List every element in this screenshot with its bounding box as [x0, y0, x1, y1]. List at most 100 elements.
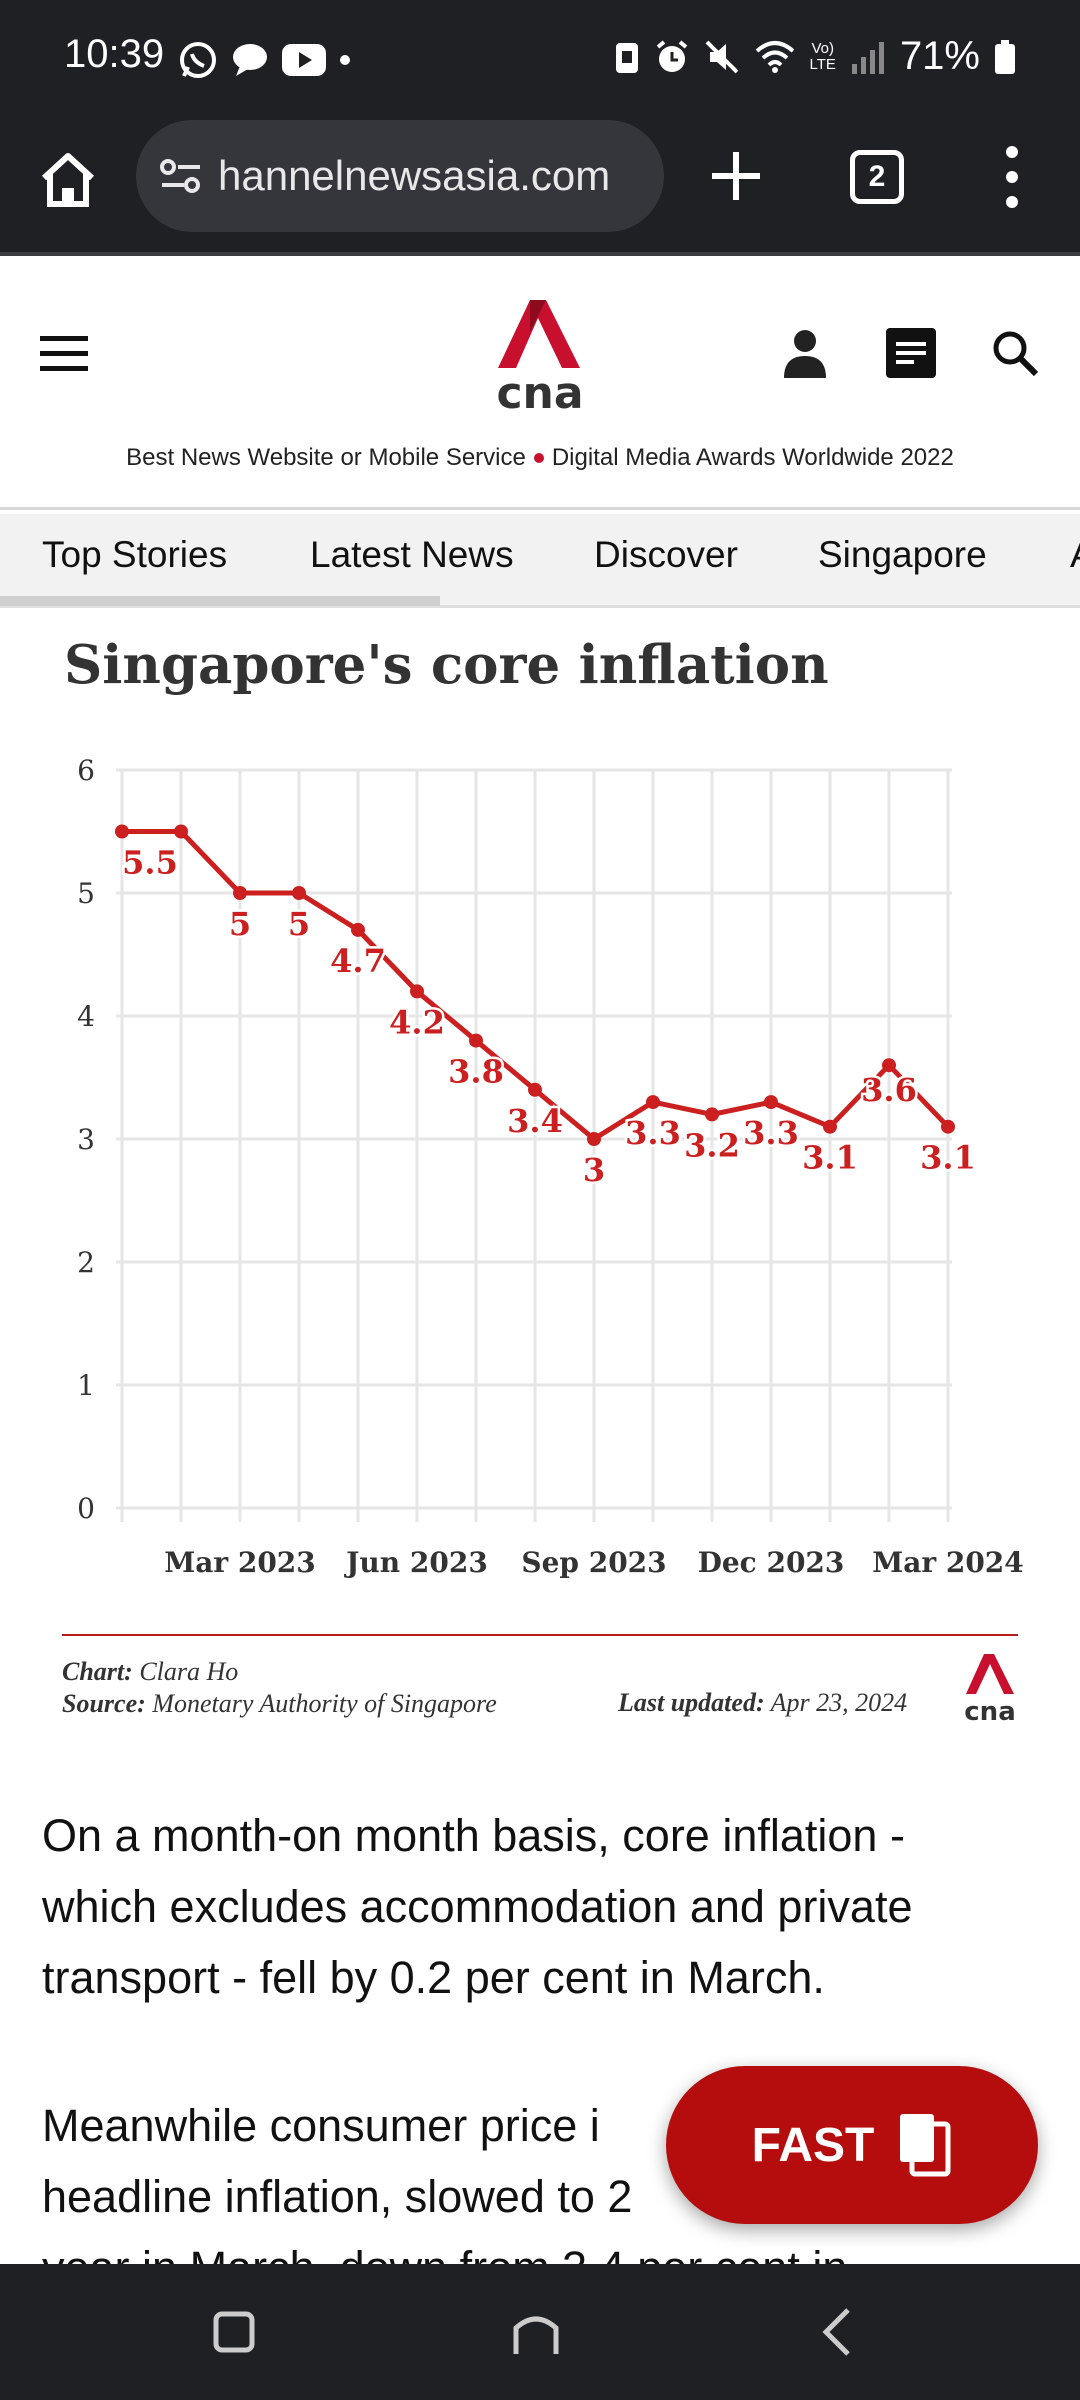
back-icon[interactable] [812, 2304, 868, 2360]
data-point [115, 824, 129, 839]
award-banner: Best News Website or Mobile Service Digit… [0, 444, 1080, 472]
data-point [174, 824, 188, 839]
source-label: Source: [62, 1689, 146, 1718]
y-tick-label: 4 [77, 1000, 95, 1033]
mute-icon [705, 40, 738, 73]
chat-bubble-icon [233, 44, 267, 76]
system-nav-bar [0, 2264, 1080, 2400]
data-point [410, 984, 424, 999]
award-right: Digital Media Awards Worldwide 2022 [551, 444, 954, 471]
signal-icon [851, 41, 884, 74]
cna-logo-mark: cna [496, 300, 584, 419]
tab-singapore[interactable]: Singapore [818, 534, 987, 575]
chart-author: Clara Ho [139, 1657, 239, 1686]
nav-scroll-indicator [0, 596, 440, 606]
status-time: 10:39 [64, 32, 165, 76]
article-paragraph-1: On a month-on month basis, core inflatio… [42, 1800, 1042, 2013]
notification-icons [178, 40, 352, 80]
data-label: 3 [583, 1151, 605, 1189]
cna-small-logo-text: cna [964, 1697, 1015, 1724]
tab-latest-news[interactable]: Latest News [310, 534, 514, 575]
data-label: 3.4 [507, 1102, 563, 1140]
home-button[interactable] [36, 148, 100, 212]
user-account-icon[interactable] [782, 328, 828, 378]
battery-icon [995, 39, 1015, 74]
data-label: 3.3 [625, 1114, 681, 1152]
chart-source: Monetary Authority of Singapore [152, 1689, 497, 1718]
data-label: 3.1 [802, 1139, 858, 1177]
more-menu-icon[interactable] [994, 142, 1030, 212]
data-point [764, 1095, 778, 1110]
youtube-icon [282, 44, 326, 76]
data-point [528, 1082, 542, 1097]
new-tab-button[interactable] [706, 146, 766, 206]
tab-discover[interactable]: Discover [594, 534, 738, 575]
site-header: cna Best News Website or Mobile Service D… [0, 260, 1080, 510]
tab-switcher-button[interactable]: 2 [850, 150, 904, 204]
x-tick-label: Dec 2023 [698, 1546, 845, 1579]
home-nav-icon[interactable] [508, 2304, 564, 2360]
recent-apps-icon[interactable] [206, 2304, 262, 2360]
battery-percent: 71% [899, 34, 980, 78]
data-label: 5 [288, 905, 310, 943]
data-point [882, 1058, 896, 1073]
x-tick-label: Jun 2023 [343, 1546, 488, 1579]
updated-date: Apr 23, 2024 [770, 1688, 908, 1717]
x-tick-label: Mar 2024 [872, 1546, 1024, 1579]
data-point [233, 886, 247, 900]
tab-top-stories[interactable]: Top Stories [42, 534, 228, 575]
y-tick-label: 3 [77, 1123, 95, 1156]
status-bar: 10:39 Vo) LTE 71% [0, 0, 1080, 120]
data-label: 4.2 [389, 1003, 445, 1041]
data-point [292, 886, 306, 900]
data-point [823, 1119, 837, 1134]
data-label: 3.8 [448, 1053, 504, 1091]
volte-label: Vo) LTE [809, 40, 836, 73]
chart-title: Singapore's core inflation [64, 634, 829, 696]
site-settings-icon[interactable] [158, 153, 204, 199]
data-label: 5.5 [122, 844, 178, 882]
p1-line: On a month-on month basis, core inflatio… [42, 1810, 905, 1861]
data-point [705, 1107, 719, 1122]
p2-line: Meanwhile consumer price i [42, 2100, 600, 2151]
p2-line: headline inflation, slowed to 2 [42, 2171, 633, 2222]
data-point [587, 1132, 601, 1146]
chart-divider [62, 1634, 1018, 1636]
p1-line: which excludes accommodation and private [42, 1881, 913, 1932]
chart-credits: Chart: Clara Ho Source: Monetary Authori… [62, 1656, 497, 1720]
more-notifications-dot-icon [340, 55, 350, 65]
browser-toolbar: hannelnewsasia.com 2 [0, 120, 1080, 256]
whatsapp-icon [180, 42, 216, 78]
data-label: 3.6 [861, 1071, 917, 1109]
core-inflation-chart: 0 1 2 3 4 5 6 Mar 2023 Jun 2023 Sep 2023 Dec 2023 M… [77, 754, 1024, 1579]
y-tick-label: 6 [77, 754, 95, 787]
cna-logo[interactable]: cna [490, 296, 590, 419]
stacked-pages-icon [900, 2114, 951, 2177]
url-text[interactable]: hannelnewsasia.com [218, 152, 611, 199]
tab-next-partial[interactable]: A [1070, 534, 1080, 576]
award-dot [533, 452, 544, 463]
search-icon[interactable] [990, 328, 1040, 378]
data-label: 3.3 [743, 1114, 799, 1152]
p1-line: transport - fell by 0.2 per cent in Marc… [42, 1952, 825, 2003]
data-label: 3.2 [684, 1126, 740, 1164]
chart-author-label: Chart: [62, 1657, 133, 1686]
data-point [646, 1095, 660, 1110]
system-status: Vo) LTE 71% [614, 34, 1016, 79]
fast-button[interactable]: FAST [666, 2066, 1038, 2224]
data-label: 4.7 [330, 942, 386, 980]
hamburger-menu-icon[interactable] [40, 334, 88, 374]
y-tick-label: 2 [77, 1246, 95, 1279]
articles-icon[interactable] [886, 328, 936, 378]
fast-button-label: FAST [751, 2118, 875, 2172]
section-nav: Top Stories Latest News Discover Singapo… [0, 514, 1080, 608]
data-label: 5 [229, 905, 251, 943]
volte-bottom: LTE [809, 55, 836, 73]
updated-label: Last updated: [618, 1688, 765, 1717]
y-tick-label: 5 [77, 877, 95, 910]
data-label: 3.1 [920, 1139, 976, 1177]
y-tick-label: 1 [77, 1369, 95, 1402]
address-bar[interactable]: hannelnewsasia.com [136, 120, 664, 232]
data-point [469, 1033, 483, 1048]
y-tick-label: 0 [77, 1492, 95, 1525]
